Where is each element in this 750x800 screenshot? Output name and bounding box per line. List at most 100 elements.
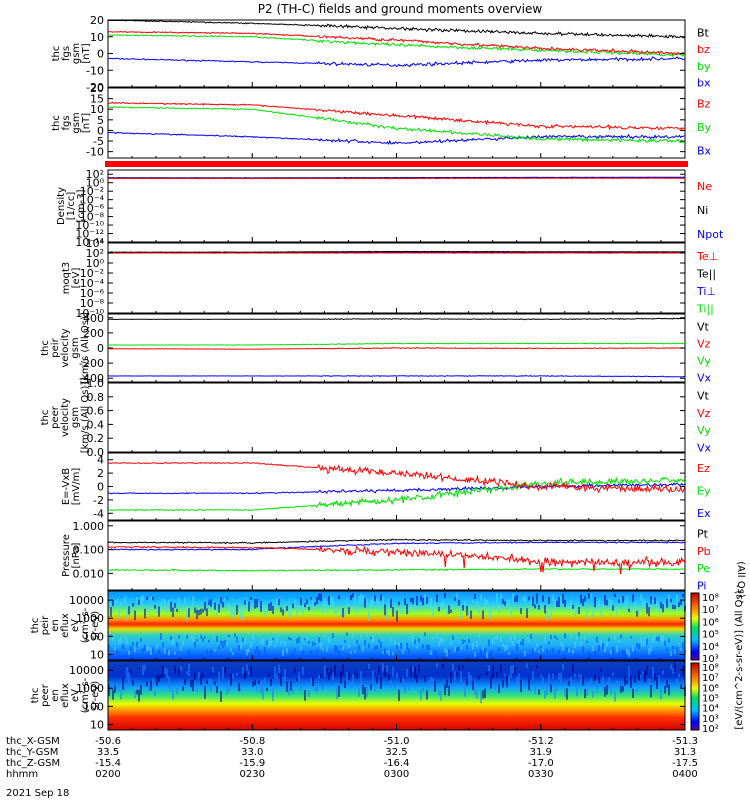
legend-Vt: Vt	[697, 321, 710, 334]
x-tick-label-Z: -15.9	[239, 758, 265, 769]
y-tick-label: -200	[79, 357, 104, 370]
y-tick-label: 10⁻⁴	[80, 277, 105, 290]
y-axis-label: fgs	[61, 46, 72, 61]
legend-Vy: Vy	[697, 355, 711, 368]
legend-Pt: Pt	[697, 528, 709, 541]
y-axis-label: [mV/m]	[71, 468, 82, 506]
y-tick-label: 10⁻⁶	[80, 202, 105, 215]
x-axis-row-label: thc_Y-GSM	[6, 747, 58, 758]
legend-Bz: Bz	[697, 98, 711, 111]
colorbar-tick-label: 10⁸	[702, 663, 719, 674]
legend-Ne: Ne	[697, 180, 712, 193]
y-tick-label: 10²	[86, 247, 104, 260]
y-tick-label: 1.0	[87, 377, 105, 390]
y-tick-label: 10⁻¹⁰	[75, 219, 104, 232]
legend-Vt: Vt	[697, 390, 710, 403]
y-tick-label: 5	[97, 114, 104, 127]
y-axis-label: (cm²-s-	[80, 677, 91, 713]
date-label: 2021 Sep 18	[6, 788, 69, 799]
panel-peer_spec: 10000 1000 100 10 thc peer en eflux eV (cm²-s-sr-…	[30, 660, 686, 732]
y-tick-label: 200	[83, 327, 104, 340]
y-tick-label: 10⁰	[86, 177, 105, 190]
y-tick-label: 4	[97, 454, 104, 467]
legend-Vx: Vx	[697, 372, 712, 385]
colorbar-tick-label: 10⁸	[702, 593, 719, 604]
y-tick-label: 10⁻⁴	[80, 194, 105, 207]
y-axis-label: gsm	[71, 43, 82, 64]
y-tick-label: -4	[93, 507, 104, 520]
y-axis-label: [eV]	[71, 268, 82, 289]
series-fgs-Bt	[108, 19, 686, 39]
colorbar-bar	[690, 592, 700, 661]
panel-frame	[107, 19, 686, 88]
series-pressure-Pt	[107, 538, 685, 545]
x-tick-label-hhmm: 0330	[528, 769, 553, 780]
x-tick-label-X: -50.8	[239, 736, 265, 747]
y-axis-label: thc	[40, 340, 51, 356]
y-tick-label: -5	[93, 135, 104, 148]
y-tick-label: -10	[86, 146, 104, 159]
y-tick-label: 0.4	[87, 418, 105, 431]
colorbar-tick-label: 10⁵	[702, 630, 719, 641]
y-tick-label: 10	[90, 649, 104, 662]
y-axis-label: sr-eV)	[90, 611, 101, 640]
x-tick-label-Y: 32.5	[385, 747, 407, 758]
series-fgs-bx	[107, 56, 686, 68]
legend-By: By	[697, 121, 712, 134]
legend-Pb: Pb	[697, 545, 711, 558]
y-tick-label: 1.000	[73, 520, 105, 533]
y-tick-label: 0	[97, 48, 104, 61]
legend-Npot: Npot	[697, 228, 724, 241]
y-axis-label: eV	[70, 689, 81, 702]
y-tick-label: 15	[90, 93, 104, 106]
x-tick-label-hhmm: 0200	[95, 769, 120, 780]
series-density-Ne	[107, 177, 686, 180]
y-tick-label: 10²	[86, 168, 104, 181]
series-efield-Ez	[107, 462, 686, 494]
x-axis-group: thc_X-GSMthc_Y-GSMthc_Z-GSMhhmm-50.633.5…	[6, 82, 698, 780]
y-tick-label: 10⁻⁶	[80, 287, 105, 300]
x-tick-label-Z: -15.4	[95, 758, 121, 769]
y-axis-label: eflux	[60, 683, 71, 708]
panel-fgs: 20 10 0 -10 -20 thc fgs gsm [nT] Bt bz by bx	[51, 14, 711, 94]
series-efield-Ex	[107, 482, 686, 495]
y-tick-label: 10⁻²	[80, 185, 104, 198]
y-axis-label: fgs	[61, 115, 72, 130]
y-axis-label: (cm²-s-	[80, 607, 91, 643]
series-pressure-Pb	[107, 545, 686, 575]
legend-Ex: Ex	[697, 507, 711, 520]
y-tick-label: 0.8	[87, 391, 105, 404]
x-tick-label-X: -51.3	[672, 736, 698, 747]
spectrogram-peer_spec	[108, 661, 685, 730]
y-axis-label: [nPa]	[71, 542, 82, 568]
y-axis-label: [1/cc]	[66, 192, 77, 221]
x-tick-label-Y: 33.0	[241, 747, 263, 758]
y-tick-label: 10	[90, 31, 104, 44]
y-axis-label: thc	[30, 618, 41, 634]
legend-Ti||: Ti||	[696, 302, 714, 315]
panel-efield: 420-2-4 E=-VxB [mV/m] Ez Ey Ex	[61, 452, 711, 521]
y-axis-label: Pressure	[61, 534, 72, 577]
series-pressure-Pe	[107, 567, 686, 572]
y-tick-label: 10⁰	[86, 257, 105, 270]
colorbar-label: [eV/(cm^2-s-sr-eV)] (All Qs)	[734, 590, 745, 729]
y-tick-label: 10	[90, 719, 104, 732]
legend-Pe: Pe	[697, 562, 710, 575]
legend-Vy: Vy	[697, 424, 711, 437]
colorbar-tick-label: 10⁶	[702, 617, 719, 628]
series-fgm-Bx	[107, 131, 686, 146]
x-tick-label-Y: 33.5	[97, 747, 119, 758]
y-axis-label: thc	[51, 115, 62, 131]
series-temp-Te||	[107, 250, 686, 253]
y-axis-label: en	[50, 689, 61, 702]
x-tick-label-hhmm: 0400	[672, 769, 697, 780]
y-tick-label: 100	[83, 700, 104, 713]
y-tick-label: -2	[93, 494, 104, 507]
panel-frame	[107, 87, 686, 159]
series-peir_vel-Vy	[107, 342, 686, 346]
y-axis-label: [nT]	[81, 113, 92, 133]
